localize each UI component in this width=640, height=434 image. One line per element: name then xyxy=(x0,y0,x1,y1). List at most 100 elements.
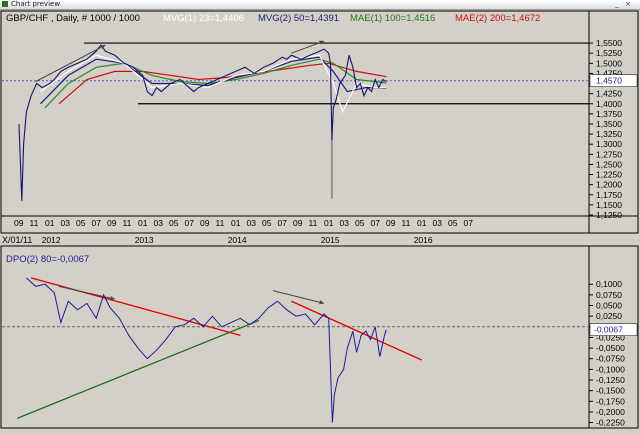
value-tick-label: -0,0750 xyxy=(596,354,625,364)
window-title: Chart preview xyxy=(11,0,61,8)
lower-panel: 0,10000,07500,05000,02500,0000-0,0250-0,… xyxy=(0,245,639,429)
month-tick-label: 11 xyxy=(402,218,411,228)
price-tick-label: 1,2500 xyxy=(596,159,622,169)
value-tick-label: 0,0500 xyxy=(596,301,622,311)
month-tick-label: 01 xyxy=(45,218,55,228)
value-tick-label: -0,1500 xyxy=(596,386,625,396)
price-tick-label: 1,1500 xyxy=(596,200,622,210)
upper-panel-frame xyxy=(0,10,639,234)
last-value-box xyxy=(589,323,638,336)
month-tick-label: 07 xyxy=(371,218,381,228)
price-tick-label: 1,1750 xyxy=(596,190,622,200)
price-tick-label: 1,4750 xyxy=(596,68,622,78)
year-tick-label: 2013 xyxy=(135,235,154,245)
price-tick-label: 1,3500 xyxy=(596,119,622,129)
value-tick-label: 0,1000 xyxy=(596,279,622,289)
value-tick-label: -0,1250 xyxy=(596,375,625,385)
annotation-arrow-head xyxy=(319,40,325,45)
dpo-legend: DPO(2) 80=-0,0067 xyxy=(6,254,89,265)
lower-panel-frame xyxy=(0,245,639,429)
last-price-label: 1,4570 xyxy=(596,76,622,86)
value-tick-label: 0,0750 xyxy=(596,290,622,300)
title-bar[interactable]: Chart preview _ × xyxy=(0,0,640,10)
year-tick-label: 2015 xyxy=(321,235,340,245)
lower-plot-area xyxy=(2,277,589,423)
month-tick-label: 01 xyxy=(417,218,427,228)
annotation-arrow-line xyxy=(291,40,325,54)
trendline xyxy=(16,319,260,419)
price-tick-label: 1,2250 xyxy=(596,170,622,180)
month-tick-label: 05 xyxy=(262,218,272,228)
month-tick-label: 09 xyxy=(14,218,24,228)
last-price-box xyxy=(589,74,638,87)
month-tick-label: 03 xyxy=(340,218,350,228)
series-line-mvg-2-50 xyxy=(39,56,387,105)
annotation-arrow-head xyxy=(100,45,106,50)
month-tick-label: 01 xyxy=(231,218,241,228)
series-line-mae-2-200 xyxy=(58,62,387,105)
annotation-arrow-head xyxy=(109,296,115,301)
month-tick-label: 01 xyxy=(138,218,148,228)
chart-app-icon xyxy=(2,1,8,7)
price-tick-label: 1,5500 xyxy=(596,38,622,48)
value-tick-label: -0,0500 xyxy=(596,343,625,353)
price-tick-label: 1,2000 xyxy=(596,180,622,190)
upper-price-axis: 1,55001,52501,50001,47501,45001,42501,40… xyxy=(589,38,638,220)
month-tick-label: 09 xyxy=(107,218,117,228)
month-tick-label: 03 xyxy=(154,218,164,228)
year-tick-label: 2012 xyxy=(42,235,61,245)
dpo-series-line xyxy=(26,277,387,423)
minimize-button[interactable]: _ xyxy=(615,0,619,8)
month-tick-label: 01 xyxy=(324,218,334,228)
price-tick-label: 1,3000 xyxy=(596,139,622,149)
month-tick-label: 05 xyxy=(355,218,365,228)
month-tick-label: 09 xyxy=(386,218,396,228)
mvg2-legend: MVG(2) 50=1,4391 xyxy=(258,13,339,24)
value-tick-label: -0,2250 xyxy=(596,418,625,428)
value-tick-label: 0,0250 xyxy=(596,311,622,321)
chart-canvas: 1,55001,52501,50001,47501,45001,42501,40… xyxy=(0,10,639,429)
date-prefix-label: X/01/11 xyxy=(2,235,32,245)
upper-panel: 1,55001,52501,50001,47501,45001,42501,40… xyxy=(0,10,639,245)
price-tick-label: 1,2750 xyxy=(596,149,622,159)
time-axis: 09 11 01 03 05 07 09 11 01 03 05 07 09 11 01 03 05 07 09 11… xyxy=(14,218,473,245)
value-tick-label: -0,1750 xyxy=(596,396,625,406)
year-tick-label: 2014 xyxy=(228,235,247,245)
month-tick-label: 07 xyxy=(92,218,102,228)
trendline xyxy=(291,300,422,361)
symbol-label: GBP/CHF , Daily, # 1000 / 1000 xyxy=(6,13,140,24)
price-tick-label: 1,3250 xyxy=(596,129,622,139)
trendline xyxy=(30,277,241,336)
mvg1-legend: MVG(1) 23=1,4406 xyxy=(163,13,244,24)
price-tick-label: 1,1250 xyxy=(596,210,622,220)
close-button[interactable]: × xyxy=(625,0,631,8)
month-tick-label: 07 xyxy=(278,218,288,228)
price-tick-label: 1,5000 xyxy=(596,58,622,68)
month-tick-label: 03 xyxy=(61,218,71,228)
price-tick-label: 1,3750 xyxy=(596,109,622,119)
month-tick-label: 11 xyxy=(30,218,39,228)
month-tick-label: 09 xyxy=(200,218,210,228)
month-tick-label: 11 xyxy=(216,218,225,228)
annotation-arrow-head xyxy=(319,300,325,305)
value-tick-label: -0,1000 xyxy=(596,364,625,374)
lower-value-axis: 0,10000,07500,05000,02500,0000-0,0250-0,… xyxy=(589,279,638,428)
month-tick-label: 05 xyxy=(169,218,179,228)
price-tick-label: 1,5250 xyxy=(596,48,622,58)
price-tick-label: 1,4000 xyxy=(596,99,622,109)
year-tick-label: 2016 xyxy=(414,235,433,245)
mae2-legend: MAE(2) 200=1,4672 xyxy=(455,13,540,24)
month-tick-label: 05 xyxy=(448,218,458,228)
upper-plot-area xyxy=(2,40,589,201)
month-tick-label: 03 xyxy=(247,218,257,228)
chart-area: 1,55001,52501,50001,47501,45001,42501,40… xyxy=(0,10,640,430)
month-tick-label: 07 xyxy=(464,218,474,228)
series-line-mvg-1-23 xyxy=(40,54,387,114)
month-tick-label: 09 xyxy=(293,218,303,228)
annotation-arrow-line xyxy=(35,44,106,82)
series-line-gbp-chf xyxy=(18,44,387,201)
month-tick-label: 11 xyxy=(309,218,318,228)
annotation-arrow-line xyxy=(58,285,115,300)
month-tick-label: 11 xyxy=(123,218,132,228)
